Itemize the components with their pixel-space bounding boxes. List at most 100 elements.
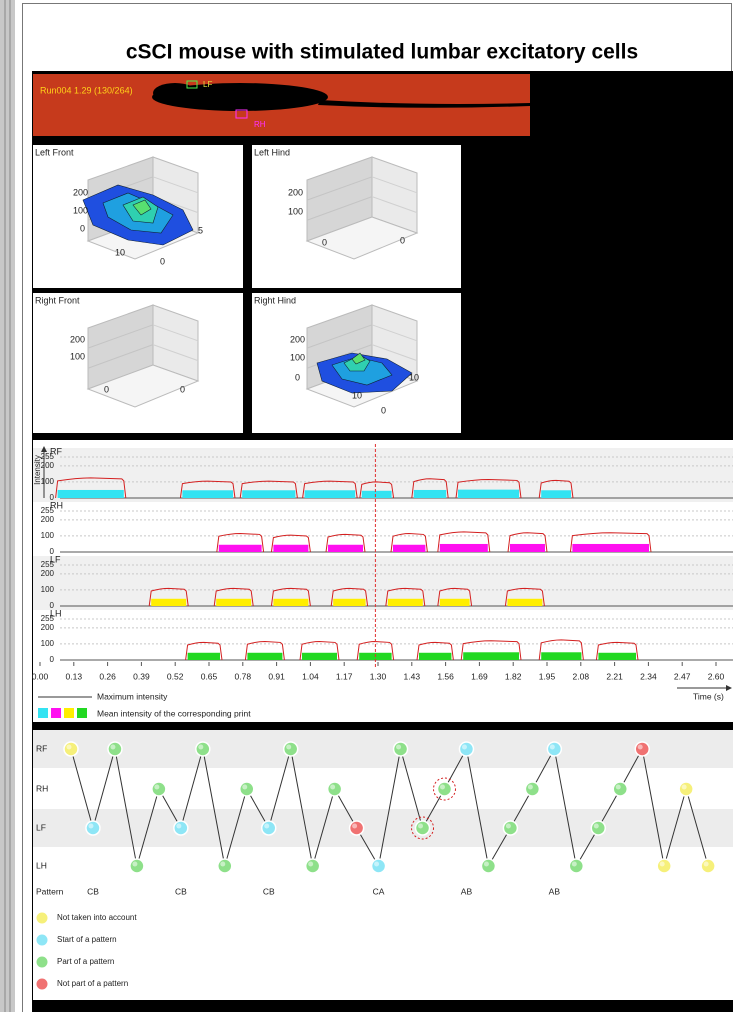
step-node [306,859,320,873]
legend-swatch [64,708,74,718]
panel-title: Right Front [35,295,80,305]
node-shine [264,824,269,829]
mean-print [419,653,451,660]
track-bg [33,556,733,610]
x-tick-label: 0.78 [235,671,252,681]
node-shine [616,785,621,790]
mean-print [242,490,295,498]
node-shine [286,745,291,750]
mean-print [541,490,571,498]
legend-node [36,912,48,924]
node-shine [132,862,137,867]
x-tick-label: 1.95 [539,671,556,681]
mean-print [393,545,425,552]
step-node [525,782,539,796]
x-tick-label: 2.21 [606,671,623,681]
node-shine [330,785,335,790]
node-shine [550,745,555,750]
y-tick-label: 200 [41,623,55,632]
mean-print [328,545,363,552]
y-axis-label: Intensity [33,455,42,485]
x-tick-label: 2.34 [640,671,657,681]
title: cSCI mouse with stimulated lumbar excita… [126,41,638,64]
axis-label: 10 [409,372,419,382]
legend-node [36,934,48,946]
row-label: RH [36,783,48,793]
pattern-label: CA [373,886,385,896]
step-node [679,782,693,796]
node-shine [506,824,511,829]
step-node [328,782,342,796]
x-tick-label: 1.30 [370,671,387,681]
paw-tag: LF [203,80,212,89]
axis-label: 0 [180,384,185,394]
step-node [437,782,451,796]
x-tick-label: 2.60 [708,671,725,681]
node-shine [176,824,181,829]
node-shine [704,862,709,867]
axis-label: 10 [115,247,125,257]
step-node [174,821,188,835]
node-shine [242,785,247,790]
x-tick-label: 0.65 [201,671,218,681]
x-tick-label: 1.17 [336,671,353,681]
x-axis-label: Time (s) [693,691,724,701]
step-node [591,821,605,835]
mean-print [458,490,519,498]
axis-label: 200 [288,187,303,197]
axis-label: 0 [80,223,85,233]
mean-print [188,653,220,660]
y-tick-label: 100 [41,531,55,540]
node-shine [660,862,665,867]
axis-label: 0 [400,235,405,245]
step-node [86,821,100,835]
step-node [701,859,715,873]
mean-print [510,544,545,552]
surface-panel: Left Front20010001005 [33,145,243,288]
node-shine [418,824,423,829]
mean-print [414,490,446,498]
legend-swatch [77,708,87,718]
node-shine [154,785,159,790]
node-shine [110,745,115,750]
legend-label: Not part of a pattern [57,979,128,988]
x-tick-label: 0.26 [99,671,116,681]
x-tick-label: 1.43 [404,671,421,681]
step-node [350,821,364,835]
axis-label: 5 [198,225,203,235]
step-node [130,859,144,873]
step-node [240,782,254,796]
legend-label: Part of a pattern [57,957,114,966]
axis-label: 10 [352,390,362,400]
node-shine [440,785,445,790]
step-node [635,742,649,756]
step-node [152,782,166,796]
track-label: LF [50,554,61,564]
pattern-heading: Pattern [36,886,64,896]
mean-print [216,599,251,606]
x-tick-label: 0.13 [66,671,83,681]
pattern-label: AB [461,886,473,896]
step-node [657,859,671,873]
node-shine [308,862,313,867]
axis-label: 0 [160,256,165,266]
mean-print [151,599,186,606]
axis-label: 0 [322,237,327,247]
mean-print [598,653,636,660]
pattern-label: CB [87,886,99,896]
axis-label: 0 [381,405,386,415]
x-tick-label: 0.52 [167,671,184,681]
node-shine [682,785,687,790]
step-node [503,821,517,835]
row-label: LH [36,860,47,870]
x-tick-label: 1.56 [437,671,454,681]
y-tick-label: 100 [41,639,55,648]
node-shine [67,745,72,750]
mean-print [302,653,337,660]
panel-title: Left Hind [254,147,290,157]
mean-print [273,599,308,606]
node-shine [638,745,643,750]
node-shine [572,862,577,867]
legend-label: Start of a pattern [57,935,117,944]
